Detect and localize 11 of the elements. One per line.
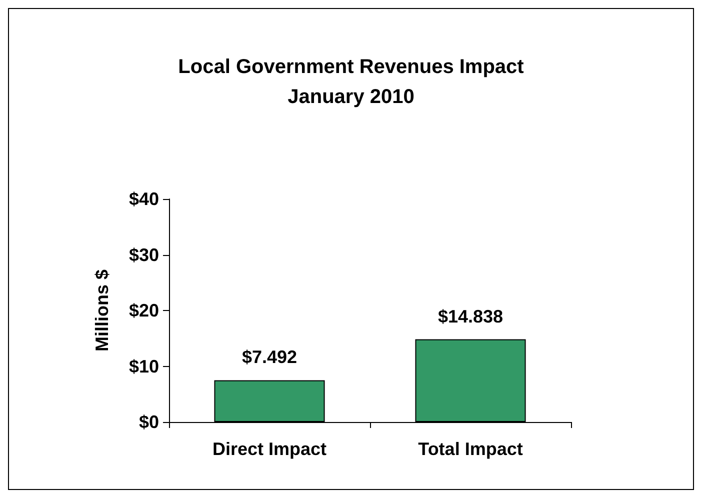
y-tick-label: $40 xyxy=(128,189,159,209)
y-axis-title: Millions $ xyxy=(92,269,112,352)
y-tick-label: $20 xyxy=(128,300,159,320)
chart-title: Local Government Revenues Impact January 2010 xyxy=(178,56,524,108)
y-tick-label: $30 xyxy=(128,244,159,265)
y-tick-label: $10 xyxy=(128,356,159,376)
x-tick-label: Total Impact xyxy=(418,439,523,459)
y-tick-label: $0 xyxy=(138,412,159,432)
data-label: $14.838 xyxy=(438,306,504,326)
data-label: $7.492 xyxy=(242,347,298,368)
x-tick-label: Direct Impact xyxy=(212,439,327,459)
